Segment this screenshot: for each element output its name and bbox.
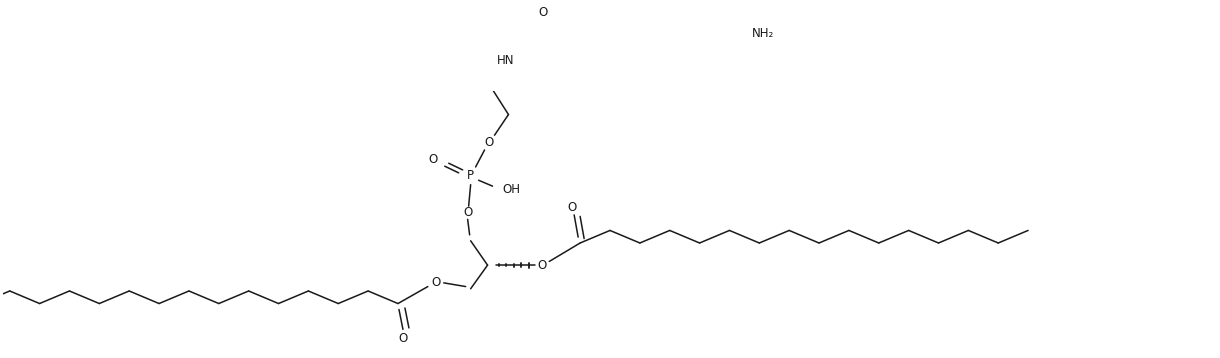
Text: O: O bbox=[538, 258, 547, 272]
Text: P: P bbox=[467, 169, 475, 182]
Text: O: O bbox=[431, 276, 440, 289]
Text: O: O bbox=[484, 136, 493, 149]
Text: O: O bbox=[567, 201, 577, 214]
Text: O: O bbox=[464, 206, 472, 219]
Text: OH: OH bbox=[503, 183, 521, 195]
Text: O: O bbox=[428, 153, 438, 166]
Text: O: O bbox=[398, 333, 407, 345]
Text: O: O bbox=[539, 6, 548, 19]
Text: HN: HN bbox=[497, 54, 514, 67]
Text: NH₂: NH₂ bbox=[753, 27, 775, 40]
